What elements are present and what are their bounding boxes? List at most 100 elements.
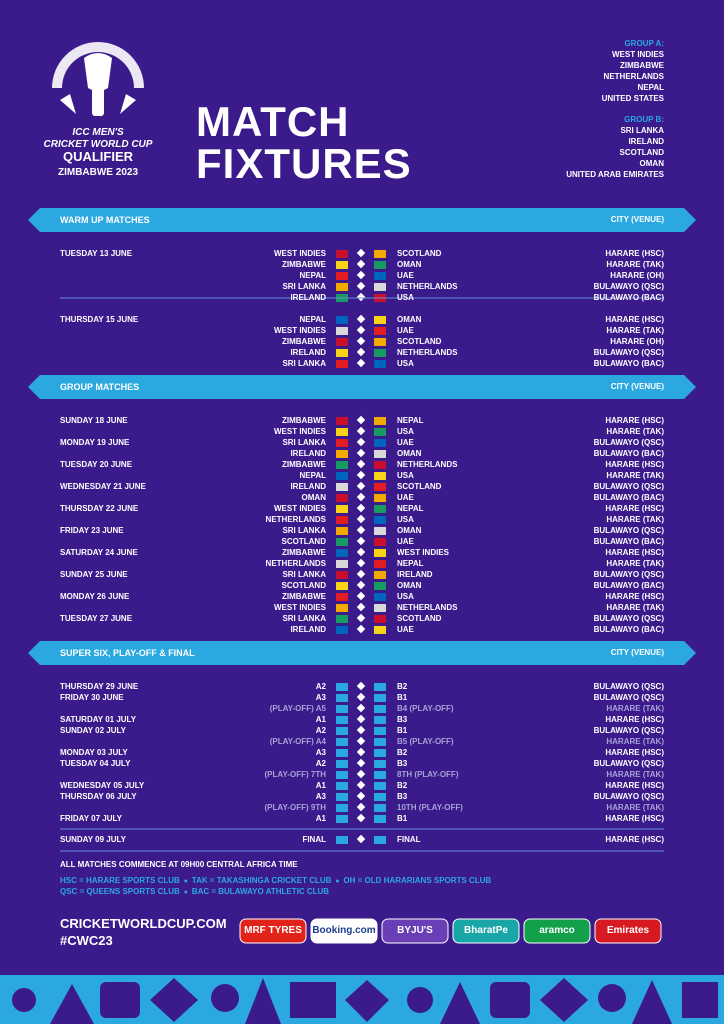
away-team: NETHERLANDS <box>397 348 458 357</box>
group-team: SCOTLAND <box>619 148 664 157</box>
match-date: TUESDAY 13 JUNE <box>60 249 133 258</box>
match-date: MONDAY 03 JULY <box>60 748 128 757</box>
flag <box>336 349 348 357</box>
flag <box>374 516 386 524</box>
away-team: B1 <box>397 693 408 702</box>
versus-mark <box>356 325 366 335</box>
venue: BULAWAYO (QSC) <box>593 682 664 691</box>
venue: BULAWAYO (BAC) <box>593 293 664 302</box>
home-team: A3 <box>315 792 326 801</box>
flag <box>336 626 348 634</box>
sponsor-name: BharatPe <box>464 925 508 936</box>
separator-dot <box>184 879 188 883</box>
away-team: NETHERLANDS <box>397 282 458 291</box>
venue-legend: BAC = BULAWAYO ATHLETIC CLUB <box>191 887 330 896</box>
group-team: UNITED ARAB EMIRATES <box>566 170 664 179</box>
away-team: OMAN <box>397 449 422 458</box>
flag <box>374 417 386 425</box>
away-team: NETHERLANDS <box>397 460 458 469</box>
match-date: THURSDAY 22 JUNE <box>60 504 139 513</box>
match-date: THURSDAY 15 JUNE <box>60 315 139 324</box>
flag <box>374 815 386 823</box>
flag <box>336 760 348 768</box>
flag <box>336 705 348 713</box>
flag <box>374 836 386 844</box>
flag <box>374 250 386 258</box>
home-team: SCOTLAND <box>281 581 326 590</box>
website: CRICKETWORLDCUP.COM <box>60 916 227 931</box>
home-team: (PLAY-OFF) 7TH <box>264 770 326 779</box>
flag <box>336 804 348 812</box>
venue: HARARE (HSC) <box>605 814 664 823</box>
venue: BULAWAYO (QSC) <box>593 482 664 491</box>
flag <box>374 527 386 535</box>
sponsor-name: BYJU'S <box>397 925 433 936</box>
away-team: OMAN <box>397 315 422 324</box>
flag <box>374 283 386 291</box>
flag <box>336 749 348 757</box>
away-team: FINAL <box>397 835 421 844</box>
away-team: NEPAL <box>397 504 424 513</box>
match-date: SUNDAY 18 JUNE <box>60 416 128 425</box>
flag <box>336 836 348 844</box>
venue: HARARE (TAK) <box>606 803 664 812</box>
home-team: A1 <box>315 814 326 823</box>
hashtag: #CWC23 <box>60 933 113 948</box>
venue: HARARE (HSC) <box>605 460 664 469</box>
match-date: WEDNESDAY 21 JUNE <box>60 482 146 491</box>
away-team: SCOTLAND <box>397 249 442 258</box>
away-team: B2 <box>397 781 408 790</box>
versus-mark <box>356 259 366 269</box>
away-team: UAE <box>397 625 414 634</box>
sponsor-badge <box>381 918 449 944</box>
versus-mark <box>356 492 366 502</box>
flag <box>374 793 386 801</box>
match-date: TUESDAY 20 JUNE <box>60 460 133 469</box>
home-team: WEST INDIES <box>273 504 326 513</box>
flag <box>336 327 348 335</box>
flag <box>374 694 386 702</box>
venue: HARARE (HSC) <box>605 249 664 258</box>
flag <box>336 494 348 502</box>
versus-mark <box>356 470 366 480</box>
home-team: A1 <box>315 781 326 790</box>
venue-legend: TAK = TAKASHINGA CRICKET CLUB <box>191 876 332 885</box>
away-team: OMAN <box>397 260 422 269</box>
match-date: SUNDAY 25 JUNE <box>60 570 128 579</box>
home-team: NEPAL <box>299 315 326 324</box>
commence-note: ALL MATCHES COMMENCE AT 09H00 CENTRAL AF… <box>60 860 298 869</box>
flag <box>374 494 386 502</box>
venue: HARARE (TAK) <box>606 704 664 713</box>
versus-mark <box>356 703 366 713</box>
away-team: SCOTLAND <box>397 482 442 491</box>
logo-text: CRICKET WORLD CUP <box>43 139 153 150</box>
home-team: SRI LANKA <box>282 282 326 291</box>
flag <box>336 683 348 691</box>
away-team: B4 (PLAY-OFF) <box>397 704 454 713</box>
sponsor-name: Emirates <box>606 925 650 936</box>
home-team: (PLAY-OFF) 9TH <box>264 803 326 812</box>
home-team: A3 <box>315 748 326 757</box>
match-date: SUNDAY 09 JULY <box>60 835 126 844</box>
flag <box>336 738 348 746</box>
flag <box>374 472 386 480</box>
group-team: ZIMBABWE <box>620 61 664 70</box>
home-team: IRELAND <box>290 625 326 634</box>
versus-mark <box>356 525 366 535</box>
flag <box>374 349 386 357</box>
versus-mark <box>356 347 366 357</box>
home-team: IRELAND <box>290 293 326 302</box>
away-team: USA <box>397 471 414 480</box>
group-team: OMAN <box>639 159 664 168</box>
venue: HARARE (HSC) <box>605 416 664 425</box>
separator-dot <box>335 879 339 883</box>
flag <box>374 428 386 436</box>
flag <box>336 604 348 612</box>
versus-mark <box>356 481 366 491</box>
flag <box>336 571 348 579</box>
venue: BULAWAYO (QSC) <box>593 438 664 447</box>
away-team: B5 (PLAY-OFF) <box>397 737 454 746</box>
away-team: SCOTLAND <box>397 614 442 623</box>
home-team: A3 <box>315 693 326 702</box>
venue-header: CITY (VENUE) <box>610 648 664 657</box>
